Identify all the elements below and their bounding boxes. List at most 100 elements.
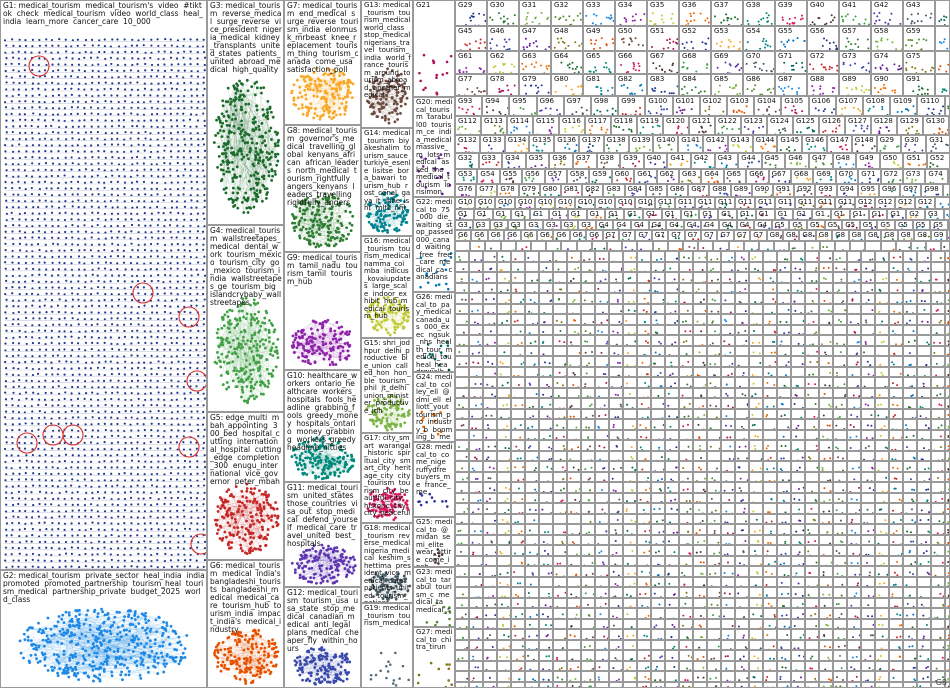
node [163, 510, 166, 513]
node [176, 156, 179, 159]
node [151, 347, 154, 351]
node [150, 125, 153, 128]
node [76, 490, 79, 494]
node [45, 63, 48, 67]
node [130, 268, 134, 271]
node [90, 509, 93, 512]
node [170, 411, 174, 414]
node [11, 397, 14, 400]
node [197, 100, 200, 103]
node [220, 135, 224, 139]
node [63, 330, 66, 333]
node [150, 528, 153, 531]
node [76, 534, 79, 537]
node [124, 206, 127, 209]
node [149, 56, 152, 60]
node [156, 242, 159, 245]
node [5, 94, 8, 97]
node [103, 138, 107, 141]
node [123, 163, 126, 166]
node [157, 218, 160, 221]
node [137, 219, 140, 222]
node [51, 286, 54, 289]
node [91, 558, 94, 562]
node [163, 429, 166, 433]
node [76, 360, 79, 363]
node [195, 509, 199, 512]
node [249, 321, 253, 325]
node [183, 236, 186, 240]
node [18, 118, 22, 121]
node [71, 416, 74, 419]
node [183, 200, 187, 203]
node [196, 292, 199, 295]
node [5, 81, 8, 84]
node [268, 129, 271, 133]
node [69, 354, 73, 357]
node [144, 398, 147, 402]
node [66, 666, 70, 670]
node [44, 379, 47, 382]
node [51, 460, 54, 464]
edge [129, 662, 159, 672]
node [156, 454, 160, 457]
node [17, 354, 20, 357]
node [176, 367, 179, 371]
node [225, 370, 229, 374]
node [234, 352, 238, 356]
node [144, 528, 147, 531]
node [202, 329, 205, 333]
node [247, 179, 251, 183]
node [83, 119, 86, 122]
node [163, 287, 166, 290]
node [169, 107, 172, 110]
node [202, 81, 205, 84]
node [93, 651, 96, 655]
node [84, 515, 87, 518]
node [84, 187, 87, 190]
node [57, 231, 61, 234]
node [242, 211, 246, 214]
node [49, 627, 53, 631]
node [111, 503, 114, 506]
node [64, 287, 67, 290]
edge [64, 612, 70, 674]
node [250, 377, 254, 381]
node [97, 44, 100, 47]
node [190, 503, 193, 506]
node [250, 333, 254, 337]
node [189, 168, 193, 172]
node [96, 341, 99, 345]
node [51, 225, 54, 228]
node [238, 174, 242, 178]
edge [103, 640, 174, 659]
node [11, 186, 14, 190]
node [90, 199, 93, 202]
node [250, 384, 254, 388]
node [103, 448, 106, 451]
node [149, 224, 152, 227]
node [131, 560, 134, 563]
node [150, 466, 153, 469]
node [63, 386, 67, 389]
node [195, 248, 199, 252]
node [253, 312, 257, 316]
node [221, 160, 225, 164]
node [249, 394, 252, 398]
node [44, 540, 47, 543]
node [4, 157, 7, 160]
node [17, 305, 20, 308]
node [169, 535, 172, 538]
edge [97, 630, 111, 679]
node [30, 360, 34, 363]
node [157, 57, 160, 61]
node [57, 137, 60, 140]
node [97, 354, 100, 357]
node [130, 217, 133, 221]
node [110, 411, 114, 414]
node [70, 392, 73, 395]
node [62, 670, 66, 674]
node [169, 193, 172, 196]
node [203, 175, 206, 178]
node [71, 404, 74, 407]
